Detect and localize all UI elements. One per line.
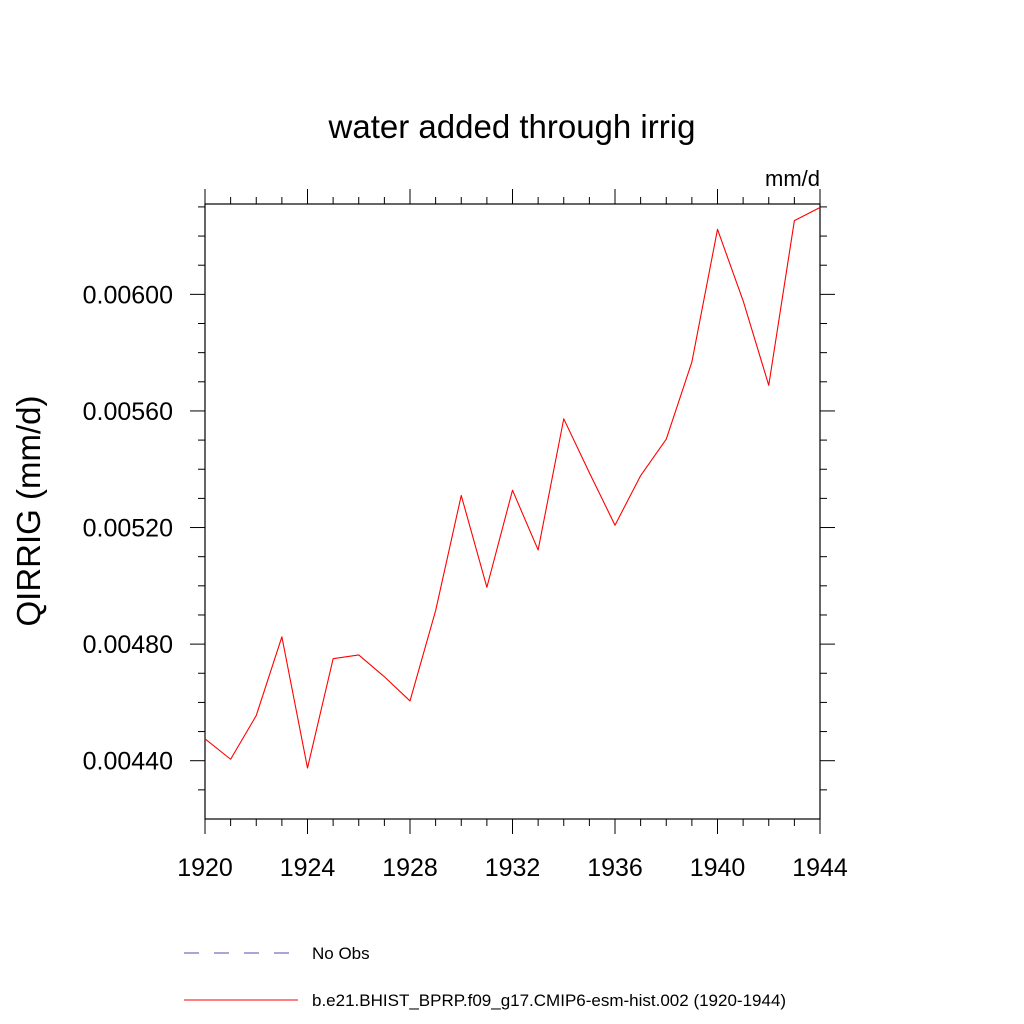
x-tick-label: 1928: [382, 854, 438, 882]
y-tick-label: 0.00560: [83, 398, 173, 426]
legend-label: No Obs: [312, 944, 370, 963]
x-tick-label: 1932: [485, 854, 541, 882]
y-tick-label: 0.00600: [83, 281, 173, 309]
legend: No Obs b.e21.BHIST_BPRP.f09_g17.CMIP6-esm…: [184, 944, 786, 1010]
chart-title: water added through irrig: [328, 108, 696, 145]
y-axis-label: QIRRIG (mm/d): [10, 396, 47, 627]
y-tick-label: 0.00440: [83, 748, 173, 776]
x-tick-label: 1936: [587, 854, 643, 882]
axis-ticks: [190, 189, 835, 834]
axis-tick-labels: 1920 1924 1928 1932 1936 1940 1944 0.00440 0.004…: [83, 281, 848, 882]
y-tick-label: 0.00480: [83, 631, 173, 659]
x-tick-label: 1944: [792, 854, 848, 882]
x-tick-label: 1940: [690, 854, 746, 882]
plot-frame: [204, 203, 821, 820]
x-tick-label: 1924: [280, 854, 336, 882]
legend-label: b.e21.BHIST_BPRP.f09_g17.CMIP6-esm-hist.…: [312, 991, 786, 1010]
x-tick-label: 1920: [177, 854, 233, 882]
y-tick-label: 0.00520: [83, 515, 173, 543]
units-label: mm/d: [765, 166, 820, 191]
series-layer: [204, 207, 821, 769]
series-line: [204, 207, 821, 769]
